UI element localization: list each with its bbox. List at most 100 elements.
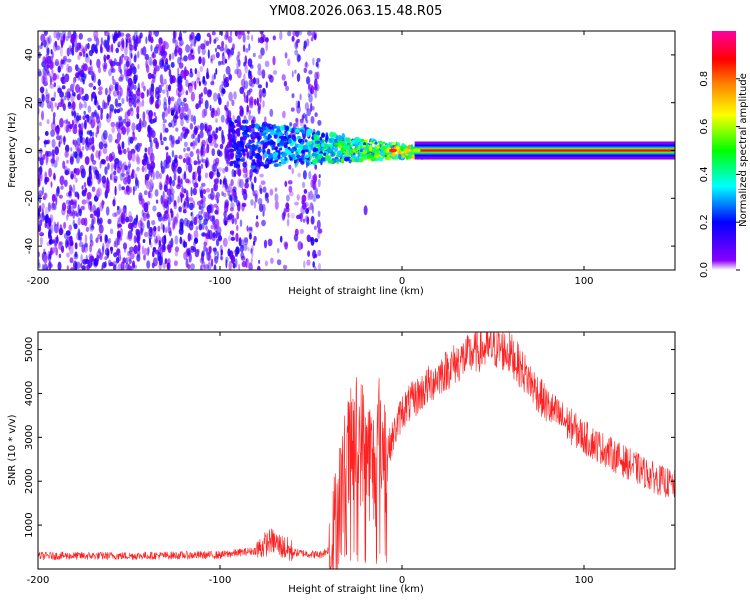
noise-cell: [308, 205, 314, 211]
band-cell: [357, 152, 360, 159]
noise-cell: [263, 34, 266, 42]
noise-cell: [84, 242, 88, 248]
band-cell: [297, 138, 303, 143]
noise-cell: [307, 250, 311, 257]
noise-cell: [190, 263, 195, 270]
band-cell: [400, 146, 405, 152]
noise-cell: [168, 122, 173, 128]
noise-cell: [257, 84, 263, 89]
noise-cell: [49, 83, 55, 89]
noise-cell: [62, 103, 66, 111]
noise-cell: [185, 90, 189, 96]
noise-cell: [161, 166, 165, 174]
colorbar-ticks: 0.0 0.2 0.4 0.6 0.8: [699, 71, 740, 278]
noise-cell: [121, 53, 125, 58]
noise-cell: [183, 188, 187, 194]
noise-cell: [302, 218, 306, 223]
noise-cell: [288, 164, 292, 170]
noise-cell: [201, 157, 204, 163]
noise-cell: [118, 64, 122, 73]
noise-cell: [130, 107, 134, 117]
noise-cell: [78, 101, 82, 110]
noise-cell: [62, 55, 68, 62]
noise-cell: [117, 143, 121, 151]
noise-cell: [80, 262, 83, 269]
noise-cell: [196, 32, 201, 42]
noise-cell: [215, 68, 218, 75]
noise-cell: [144, 163, 147, 173]
noise-cell: [177, 75, 183, 85]
noise-cell: [65, 48, 70, 56]
noise-cell: [195, 226, 199, 231]
noise-cell: [99, 252, 103, 260]
noise-cell: [81, 244, 86, 253]
noise-cell: [235, 246, 240, 255]
noise-cell: [220, 60, 224, 65]
noise-cell: [38, 212, 42, 220]
noise-cell: [239, 178, 244, 189]
noise-cell: [54, 40, 58, 48]
noise-cell: [198, 218, 202, 225]
noise-cell: [47, 230, 51, 240]
noise-cell: [124, 165, 128, 171]
noise-cell: [304, 102, 309, 111]
band-cell: [385, 157, 389, 161]
noise-cell: [295, 100, 299, 109]
noise-cell: [258, 259, 261, 264]
noise-cell: [149, 61, 153, 67]
noise-cell: [213, 92, 218, 102]
noise-cell: [125, 165, 131, 175]
band-cell: [411, 146, 415, 150]
noise-cell: [289, 191, 294, 197]
noise-cell: [216, 107, 221, 117]
noise-cell: [187, 53, 193, 61]
noise-cell: [128, 258, 132, 265]
noise-cell: [92, 204, 96, 214]
noise-cell: [150, 178, 154, 188]
noise-cell: [176, 184, 182, 190]
noise-cell: [89, 129, 93, 137]
noise-cell: [294, 49, 299, 56]
noise-cell: [197, 210, 202, 218]
noise-cell: [196, 183, 199, 188]
band-cell: [264, 144, 268, 148]
noise-cell: [201, 182, 206, 187]
noise-cell: [287, 58, 291, 67]
noise-cell: [211, 31, 216, 36]
noise-cell: [187, 156, 192, 166]
noise-cell: [297, 241, 303, 251]
noise-cell: [199, 122, 205, 131]
noise-cell: [50, 202, 56, 211]
noise-cell: [129, 136, 134, 144]
noise-cell: [295, 117, 299, 123]
noise-cell: [83, 46, 87, 55]
noise-cell: [56, 31, 61, 41]
noise-cell: [253, 240, 256, 246]
noise-cell: [103, 101, 108, 110]
noise-cell: [146, 260, 151, 269]
noise-cell: [101, 264, 104, 270]
noise-cell: [84, 93, 89, 102]
noise-cell: [248, 175, 252, 181]
noise-cell: [201, 250, 205, 257]
noise-cell: [189, 71, 194, 78]
noise-cell: [94, 109, 97, 117]
band-cell: [351, 139, 355, 145]
band-cell: [264, 161, 268, 165]
noise-cell: [296, 214, 301, 220]
noise-cell: [84, 234, 88, 243]
noise-cell: [239, 112, 243, 117]
noise-cell: [79, 151, 83, 159]
noise-cell: [237, 178, 242, 188]
noise-cell: [207, 89, 213, 95]
noise-cell: [94, 95, 97, 106]
noise-cell: [192, 140, 196, 147]
noise-cell: [215, 47, 217, 53]
noise-cell: [307, 191, 311, 201]
noise-cell: [218, 126, 222, 131]
noise-cell: [225, 82, 230, 88]
noise-cell: [109, 111, 112, 119]
noise-cell: [226, 100, 230, 108]
noise-cell: [172, 222, 176, 229]
noise-cell: [68, 184, 73, 192]
